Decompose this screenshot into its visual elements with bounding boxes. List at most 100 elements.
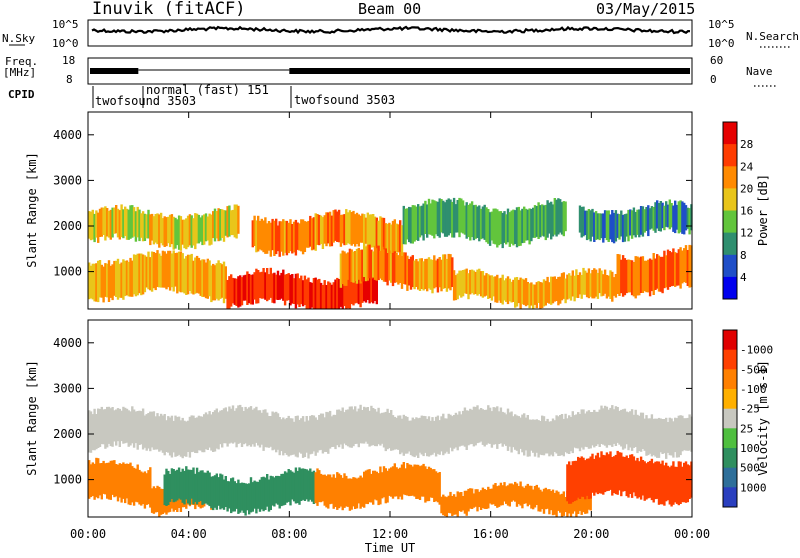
data-cell	[672, 205, 675, 232]
data-cell	[323, 280, 326, 309]
data-cell	[345, 253, 348, 286]
data-cell	[248, 273, 251, 304]
data-cell	[650, 414, 654, 457]
data-cell	[492, 484, 495, 505]
data-cell	[346, 212, 350, 244]
velocity-colorbar-tick-label: -25	[740, 403, 760, 416]
data-cell	[221, 410, 224, 448]
data-cell	[129, 205, 132, 239]
freq-trace	[90, 68, 690, 74]
data-cell	[621, 409, 625, 450]
data-cell	[285, 418, 289, 455]
data-cell	[602, 274, 605, 296]
data-cell	[88, 410, 91, 453]
data-cell	[115, 260, 118, 297]
data-cell	[100, 207, 103, 237]
data-cell	[301, 468, 305, 500]
data-cell	[616, 450, 619, 495]
data-cell	[492, 407, 495, 445]
data-cell	[546, 276, 549, 303]
data-cell	[222, 210, 226, 242]
data-cell	[379, 216, 382, 252]
data-cell	[479, 408, 483, 442]
data-cell	[307, 420, 310, 459]
data-cell	[251, 482, 254, 512]
data-cell	[404, 252, 407, 285]
data-cell	[478, 268, 481, 295]
data-cell	[589, 412, 592, 449]
data-cell	[494, 483, 497, 506]
data-cell	[215, 408, 218, 449]
data-cell	[390, 467, 393, 497]
data-cell	[179, 216, 183, 251]
data-cell	[190, 469, 193, 499]
data-cell	[242, 411, 245, 445]
data-cell	[533, 205, 537, 238]
data-cell	[487, 486, 490, 509]
data-cell	[269, 475, 272, 510]
data-cell	[168, 417, 172, 456]
data-cell	[550, 491, 553, 511]
data-cell	[373, 269, 377, 301]
data-cell	[422, 463, 425, 497]
data-cell	[614, 406, 618, 446]
data-cell	[666, 465, 670, 501]
data-cell	[443, 418, 447, 454]
data-cell	[641, 412, 645, 449]
data-cell	[359, 249, 362, 284]
data-cell	[573, 460, 576, 502]
cpid-segment-3: twofsound 3503	[294, 93, 395, 107]
data-cell	[255, 406, 258, 443]
data-cell	[593, 458, 596, 496]
data-cell	[426, 204, 429, 238]
noise-panel	[87, 19, 693, 47]
data-cell	[460, 492, 463, 512]
data-cell	[555, 415, 558, 454]
data-cell	[145, 214, 148, 239]
data-cell	[539, 489, 542, 512]
data-cell	[413, 260, 416, 290]
data-cell	[201, 215, 204, 246]
data-cell	[199, 260, 202, 296]
data-cell	[569, 417, 573, 452]
data-cell	[93, 213, 96, 243]
data-cell	[174, 470, 177, 502]
data-cell	[400, 255, 404, 289]
data-cell	[327, 474, 330, 509]
data-cell	[426, 418, 429, 457]
data-cell	[490, 211, 494, 241]
data-cell	[258, 410, 262, 448]
data-cell	[285, 220, 289, 256]
data-cell	[440, 259, 443, 292]
data-cell	[541, 204, 544, 236]
data-cell	[337, 279, 341, 309]
data-cell	[648, 418, 652, 454]
data-cell	[109, 209, 112, 240]
y-tick-label: 1000	[53, 265, 82, 279]
data-cell	[106, 406, 109, 448]
data-cell	[465, 410, 468, 450]
data-cell	[343, 473, 346, 508]
data-cell	[233, 481, 236, 512]
data-cell	[377, 220, 380, 249]
data-cell	[461, 270, 465, 297]
data-cell	[282, 473, 285, 506]
data-cell	[616, 213, 619, 238]
data-cell	[420, 415, 423, 455]
data-cell	[391, 415, 395, 451]
data-cell	[609, 451, 612, 490]
velocity-colorbar-swatch	[723, 408, 737, 429]
data-cell	[564, 413, 567, 453]
data-cell	[571, 492, 574, 514]
data-cell	[298, 467, 301, 505]
data-cell	[328, 410, 332, 449]
data-cell	[235, 204, 238, 239]
data-cell	[106, 208, 109, 237]
data-cell	[409, 207, 413, 244]
data-cell	[156, 413, 159, 450]
data-cell	[131, 406, 134, 444]
data-cell	[106, 462, 109, 499]
data-cell	[217, 208, 220, 242]
data-cell	[384, 411, 387, 452]
data-cell	[271, 273, 274, 303]
